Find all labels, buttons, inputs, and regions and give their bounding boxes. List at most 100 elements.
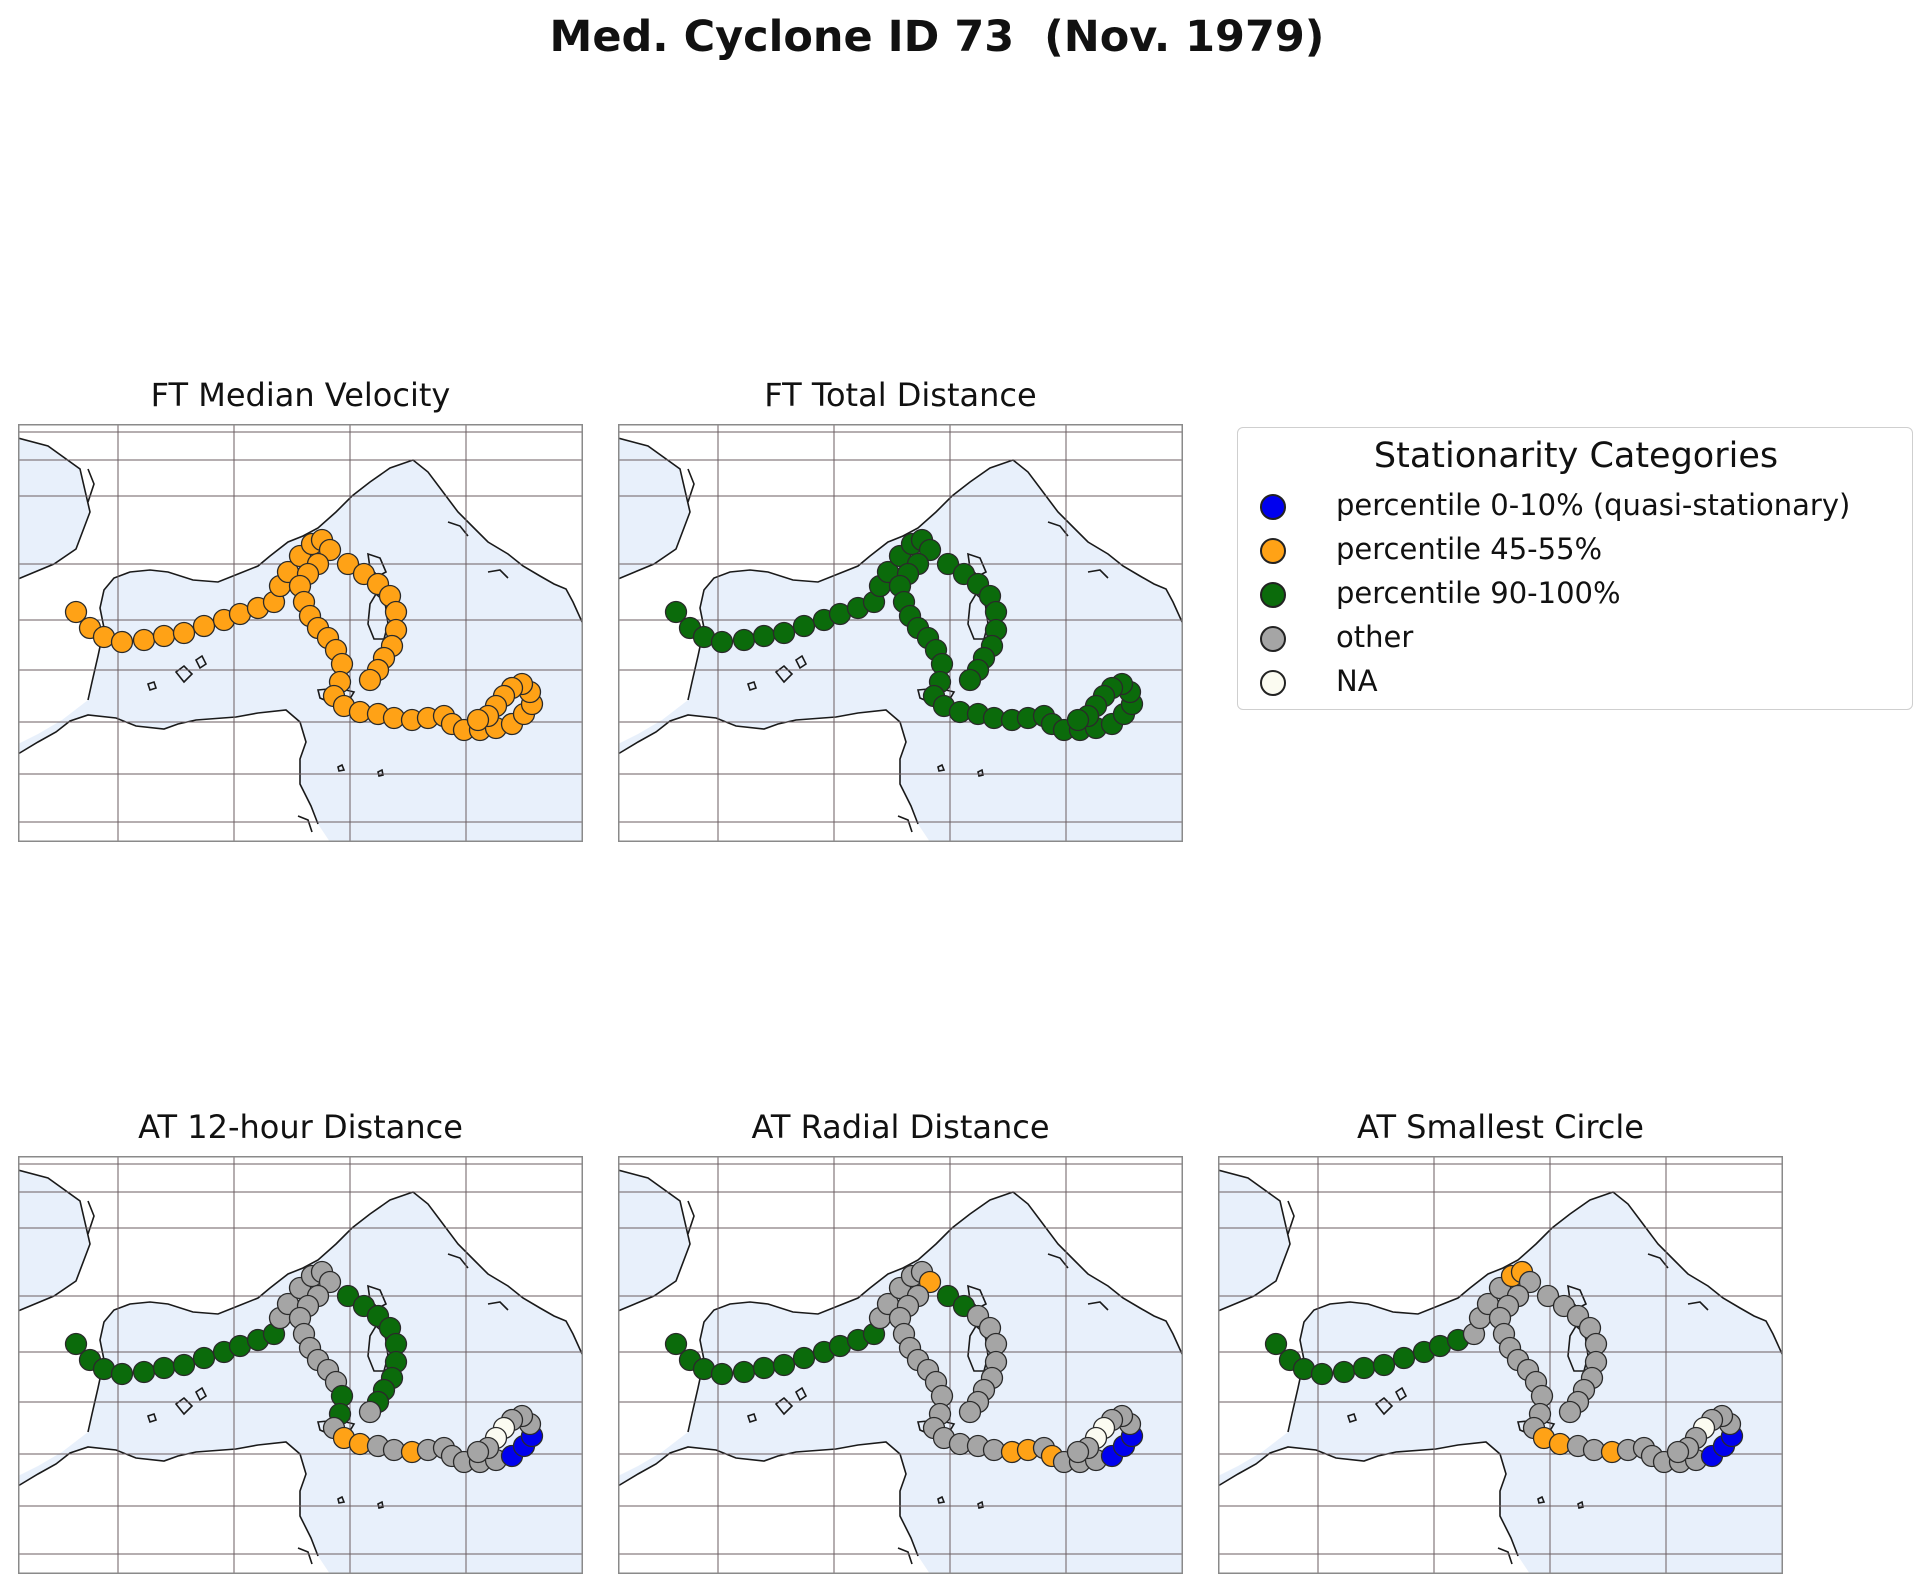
track-point: [710, 1362, 734, 1386]
track-point: [732, 1360, 756, 1384]
coastline: [1346, 1412, 1358, 1424]
cyclone-track-map: [618, 1156, 1183, 1574]
cyclone-track-map: [18, 1156, 583, 1574]
sea-area: [18, 1170, 583, 1574]
coastline: [1497, 1547, 1513, 1565]
legend-item-percentile-90-100: percentile 90-100%: [1260, 576, 1900, 620]
map-frame: [18, 1156, 583, 1574]
track-point: [172, 621, 196, 645]
coastline: [377, 1500, 384, 1509]
track-points: [64, 528, 544, 742]
coastline: [174, 664, 194, 684]
coastline: [194, 654, 208, 670]
legend-item-quasi-stationary: percentile 0-10% (quasi-stationary): [1260, 488, 1900, 532]
track-point: [958, 1400, 982, 1424]
coastline: [1218, 1441, 1519, 1557]
panel-title: AT Smallest Circle: [1357, 1108, 1644, 1146]
track-point: [64, 1332, 88, 1356]
coastline: [1647, 1253, 1669, 1269]
coastline: [1287, 1191, 1783, 1433]
track-point: [792, 614, 816, 638]
track-point: [936, 552, 960, 576]
track-points: [64, 1260, 544, 1474]
track-point: [152, 1356, 176, 1380]
coastline: [87, 1191, 583, 1433]
track-points: [1264, 1260, 1744, 1474]
track-point: [358, 668, 382, 692]
panel-title: FT Median Velocity: [150, 376, 451, 414]
coastline: [774, 1396, 794, 1416]
panel-title: FT Total Distance: [764, 376, 1037, 414]
track-point: [336, 552, 360, 576]
legend-marker: [1260, 626, 1286, 652]
cyclone-track-map: [18, 424, 583, 842]
legend-label: percentile 0-10% (quasi-stationary): [1336, 488, 1851, 522]
map-frame: [1218, 1156, 1783, 1574]
legend-item-na: NA: [1260, 664, 1900, 708]
track-point: [358, 1400, 382, 1424]
track-point: [936, 1284, 960, 1308]
coastline: [1374, 1396, 1394, 1416]
track-point: [1066, 1440, 1090, 1464]
track-point: [958, 668, 982, 692]
track-point: [772, 1353, 796, 1377]
coastline: [618, 709, 919, 825]
figure-title: Med. Cyclone ID 73 (Nov. 1979): [549, 12, 1325, 62]
coastline: [937, 763, 946, 772]
legend-marker: [1260, 582, 1286, 608]
coastline: [337, 763, 346, 772]
track-point: [192, 1346, 216, 1370]
track-point: [466, 1440, 490, 1464]
map-frame: [618, 1156, 1183, 1574]
track-point: [792, 1346, 816, 1370]
coastline: [794, 654, 808, 670]
coastline: [1537, 1495, 1546, 1504]
coastline: [1047, 521, 1069, 537]
coastline: [194, 1386, 208, 1402]
coastline: [977, 1500, 984, 1509]
legend-marker: [1260, 670, 1286, 696]
track-point: [110, 630, 134, 654]
coastline: [447, 1253, 469, 1269]
coastline: [897, 1547, 913, 1565]
sea-area: [18, 438, 583, 842]
legend-marker: [1260, 538, 1286, 564]
coastline: [794, 1386, 808, 1402]
track-point: [752, 1356, 776, 1380]
track-point: [1392, 1346, 1416, 1370]
track-point: [64, 600, 88, 624]
track-point: [192, 614, 216, 638]
legend-label: percentile 45-55%: [1336, 532, 1603, 566]
track-point: [752, 624, 776, 648]
coastline: [297, 815, 313, 833]
coastline: [1087, 569, 1109, 579]
coastline: [1577, 1500, 1584, 1509]
coastline: [937, 1495, 946, 1504]
coastline: [1047, 1253, 1069, 1269]
coastline: [1394, 1386, 1408, 1402]
track-point: [710, 630, 734, 654]
coastline: [377, 768, 384, 777]
map-frame: [618, 424, 1183, 842]
coastline: [746, 1412, 758, 1424]
legend-label: other: [1336, 620, 1414, 654]
legend-title: Stationarity Categories: [1373, 436, 1779, 476]
track-point: [132, 1360, 156, 1384]
coastline: [1687, 1301, 1709, 1311]
track-point: [1536, 1284, 1560, 1308]
track-point: [1558, 1400, 1582, 1424]
track-point: [466, 708, 490, 732]
legend-marker: [1260, 494, 1286, 520]
coastline: [618, 1441, 919, 1557]
coastline: [447, 521, 469, 537]
panel-title: AT 12-hour Distance: [138, 1108, 463, 1146]
track-point: [172, 1353, 196, 1377]
legend-label: NA: [1336, 664, 1378, 698]
track-point: [1372, 1353, 1396, 1377]
legend-item-other: other: [1260, 620, 1900, 664]
coastline: [337, 1495, 346, 1504]
track-point: [1352, 1356, 1376, 1380]
track-point: [1310, 1362, 1334, 1386]
coastline: [87, 459, 583, 701]
coastline: [174, 1396, 194, 1416]
